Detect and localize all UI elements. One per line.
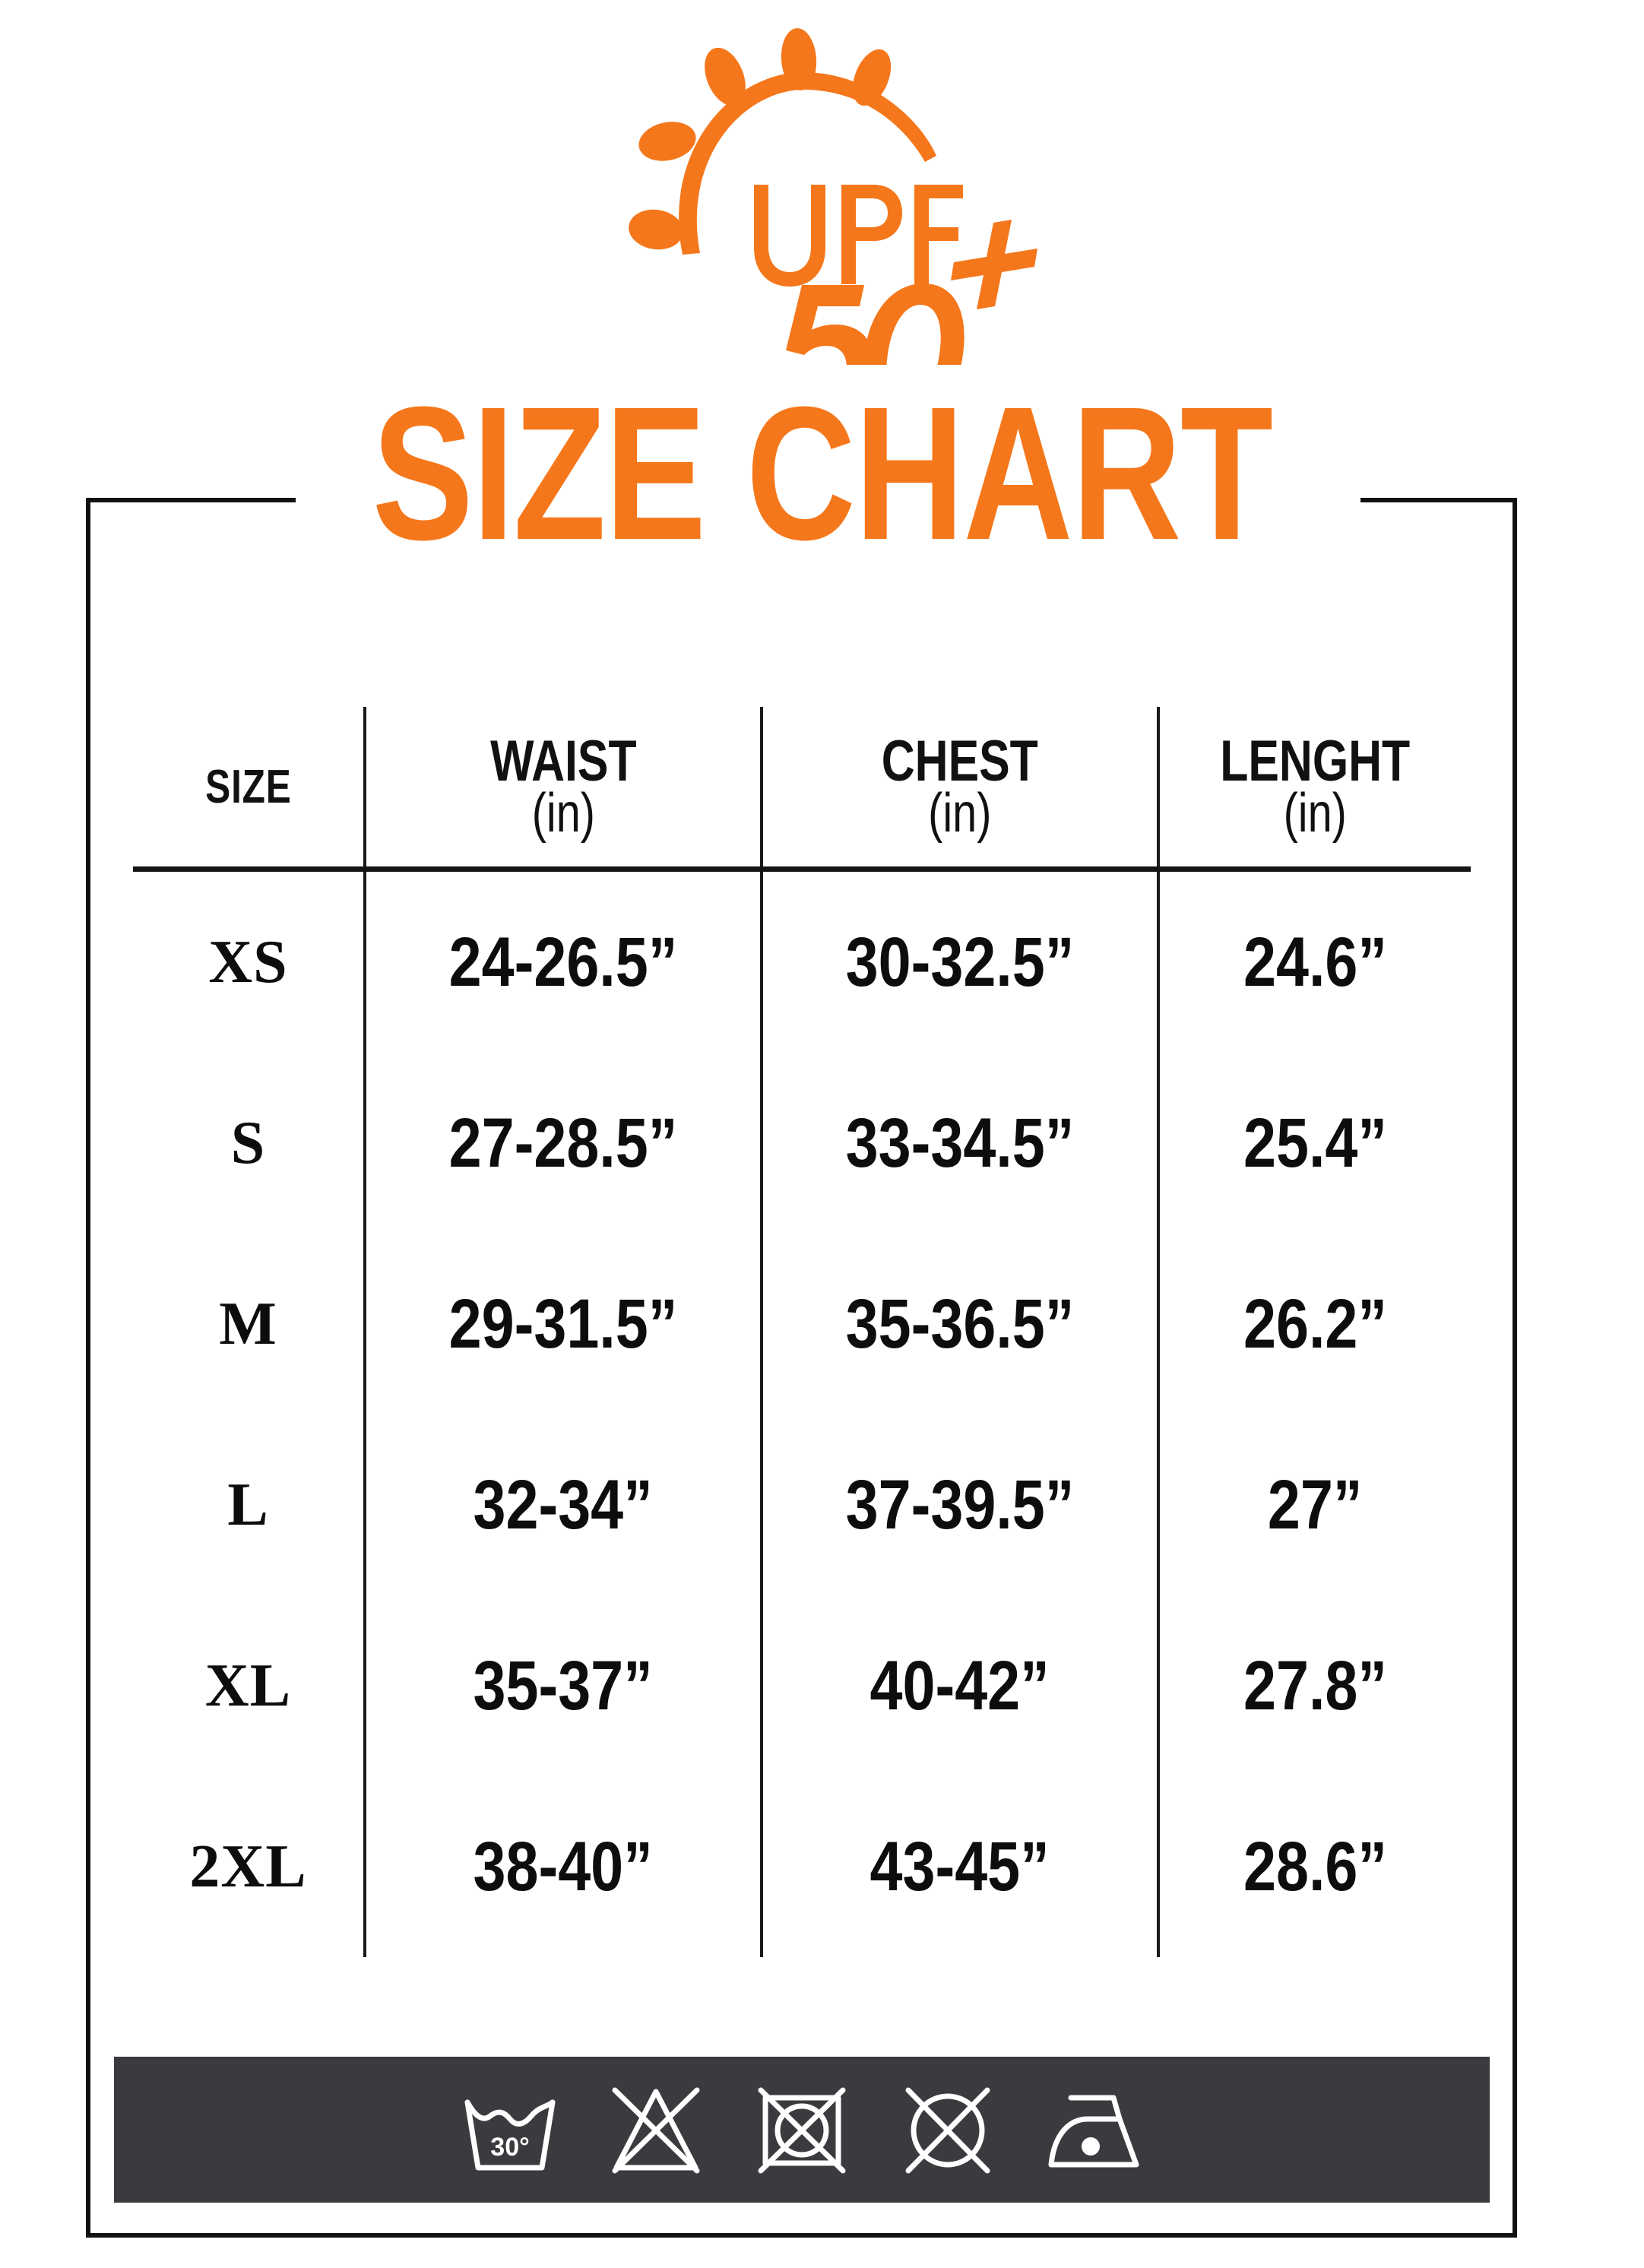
length-value: 27” [1268,1465,1363,1544]
waist-value: 32-34” [473,1465,654,1544]
waist-value: 29-31.5” [448,1284,678,1363]
cell-size: 2XL [133,1776,366,1957]
cell-waist: 35-37” [365,1595,763,1776]
column-header-waist-stack: WAIST (in) [489,728,637,844]
table-row: L 32-34” 37-39.5” 27” [133,1414,1471,1595]
cell-length: 27.8” [1158,1595,1471,1776]
cell-waist: 38-40” [365,1776,763,1957]
table-body: XS 24-26.5” 30-32.5” 24.6” S 27-28.5” 33… [133,869,1471,1957]
column-header-waist-unit: (in) [531,782,595,844]
table-row: XL 35-37” 40-42” 27.8” [133,1595,1471,1776]
frame-border-left [86,498,90,2238]
frame-border-top-right [1360,498,1517,502]
cell-size: XL [133,1595,366,1776]
cell-waist: 24-26.5” [365,869,763,1053]
cell-length: 27” [1158,1414,1471,1595]
table-row: 2XL 38-40” 43-45” 28.6” [133,1776,1471,1957]
chest-value: 35-36.5” [845,1284,1075,1363]
cell-chest: 35-36.5” [762,1234,1160,1414]
do-not-tumble-dry-icon [749,2080,855,2180]
size-label: 2XL [189,1832,307,1900]
length-value: 26.2” [1243,1284,1388,1363]
table-row: M 29-31.5” 35-36.5” 26.2” [133,1234,1471,1414]
chest-value: 40-42” [870,1646,1050,1725]
cell-chest: 30-32.5” [762,869,1160,1053]
table-row: S 27-28.5” 33-34.5” 25.4” [133,1053,1471,1234]
cell-waist: 32-34” [365,1414,763,1595]
svg-text:30°: 30° [490,2133,529,2162]
frame-border-top-left [86,498,296,502]
header-row: SIZE WAIST (in) CHEST (in) LENGHT (in) [133,707,1471,870]
column-header-chest: CHEST (in) [762,707,1160,870]
size-chart-table: SIZE WAIST (in) CHEST (in) LENGHT (in) [133,707,1471,1957]
upf-50-plus-sun-logo [566,19,1053,365]
cell-size: L [133,1414,366,1595]
cell-size: S [133,1053,366,1234]
size-label: XS [208,928,288,996]
cell-chest: 33-34.5” [762,1053,1160,1234]
table-row: XS 24-26.5” 30-32.5” 24.6” [133,869,1471,1053]
column-header-waist: WAIST (in) [365,707,763,870]
cell-waist: 27-28.5” [365,1053,763,1234]
cell-size: XS [133,869,366,1053]
machine-wash-30-icon: 30° [457,2080,563,2180]
column-header-chest-unit: (in) [928,782,992,844]
do-not-bleach-icon [603,2080,709,2180]
length-value: 28.6” [1243,1827,1388,1905]
column-header-chest-label: CHEST [881,728,1039,793]
cell-waist: 29-31.5” [365,1234,763,1414]
chest-value: 43-45” [870,1827,1050,1905]
cell-chest: 40-42” [762,1595,1160,1776]
table-header: SIZE WAIST (in) CHEST (in) LENGHT (in) [133,707,1471,870]
column-header-size-label: SIZE [204,760,292,813]
cell-chest: 43-45” [762,1776,1160,1957]
iron-low-heat-icon [1041,2080,1147,2180]
column-header-length-stack: LENGHT (in) [1220,728,1411,844]
waist-value: 35-37” [473,1646,654,1725]
column-header-size: SIZE [133,707,366,870]
chest-value: 37-39.5” [845,1465,1075,1544]
column-header-length-label: LENGHT [1220,728,1411,793]
length-value: 27.8” [1243,1646,1388,1725]
size-label: XL [204,1652,292,1719]
cell-length: 26.2” [1158,1234,1471,1414]
waist-value: 27-28.5” [448,1104,678,1182]
length-value: 24.6” [1243,923,1388,1001]
care-instructions-bar: 30° [114,2057,1490,2203]
frame-border-right [1513,498,1517,2238]
chest-value: 30-32.5” [845,923,1075,1001]
cell-size: M [133,1234,366,1414]
cell-length: 24.6” [1158,870,1471,1053]
size-label: M [219,1290,277,1357]
size-label: S [230,1109,266,1177]
cell-chest: 37-39.5” [762,1414,1160,1595]
cell-length: 25.4” [1158,1053,1471,1234]
cell-length: 28.6” [1158,1776,1471,1957]
column-header-length: LENGHT (in) [1158,707,1471,870]
length-value: 25.4” [1243,1104,1388,1182]
chest-value: 33-34.5” [845,1104,1075,1182]
page-title: SIZE CHART [372,367,1274,579]
size-label: L [227,1471,269,1538]
waist-value: 38-40” [473,1827,654,1905]
do-not-dry-clean-icon [895,2080,1001,2180]
column-header-length-unit: (in) [1283,782,1348,844]
column-header-chest-stack: CHEST (in) [881,728,1039,844]
frame-border-bottom [86,2233,1517,2238]
waist-value: 24-26.5” [448,923,678,1001]
column-header-waist-label: WAIST [489,728,637,793]
